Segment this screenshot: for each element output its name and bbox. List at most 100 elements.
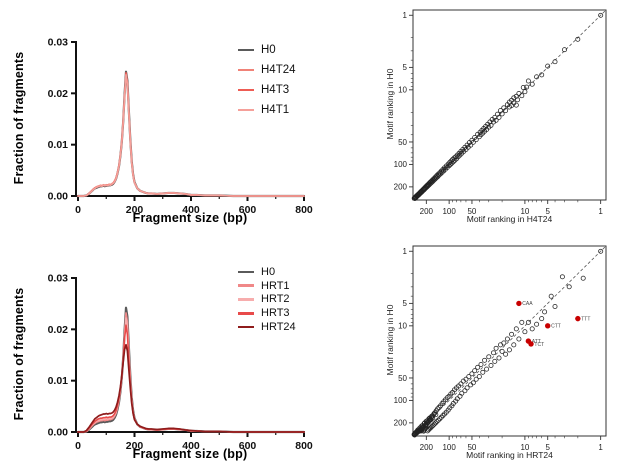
highlight-point-CAA [516,300,522,307]
legend-line-swatch [238,48,254,52]
legend-label: H4T3 [261,84,290,96]
legend-item-H4T1: H4T1 [238,100,296,120]
series-line-HRT24 [77,343,305,433]
axes: 1 1 5 5 10 10 50 50 100 100 200 200 [394,247,604,452]
tick-label: 200 [420,443,434,452]
tick-label: 200 [126,440,144,452]
highlight-label-TTT: TTT [581,316,590,322]
legend-item-H4T3: H4T3 [238,80,296,100]
fragment-size-chart-h4t: 0.00 0.01 0.02 0.03 0 200 400 600 800 [48,37,313,217]
tick-label: 0.02 [48,88,69,100]
tick-label: 800 [295,204,313,216]
legend-label: H4T1 [261,104,290,116]
tick-label: 10 [520,443,529,452]
tick-label: 0.01 [48,139,69,151]
tick-label: 200 [394,419,408,428]
highlight-point-TTT [575,315,581,322]
legend-line-swatch [238,284,254,287]
y-axis-label: Motif ranking in H0 [385,304,395,376]
tick-label: 50 [467,207,476,216]
tick-label: 0.02 [48,324,69,336]
y-axis-label: Fraction of fragments [12,51,26,185]
legend-item-HRT3: HRT3 [238,306,296,320]
tick-label: 50 [467,443,476,452]
legend-item-HRT1: HRT1 [238,279,296,293]
plot-frame [412,9,607,201]
scatter-points [411,12,604,201]
tick-label: 0 [75,204,81,216]
legend-label: HRT3 [261,307,290,320]
tick-label: 50 [398,138,407,147]
legend-line-swatch [238,325,254,329]
panel-motif-scatter-hrt24: 1 1 5 5 10 10 50 50 100 100 200 200 CAA TTT CTT ATT TCT … [340,236,624,472]
tick-label: 10 [398,322,407,331]
legend-line-swatch [238,88,254,92]
tick-label: 400 [182,440,200,452]
tick-label: 200 [394,183,408,192]
tick-label: 600 [239,440,257,452]
highlight-point-CTT [545,323,551,329]
legend-label: HRT2 [261,293,290,306]
tick-label: 100 [442,207,456,216]
legend-item-H0: H0 [238,265,296,279]
legend-item-H0: H0 [238,40,296,60]
legend-item-H4T24: H4T24 [238,60,296,80]
y-axis-label: Motif ranking in H0 [385,68,395,140]
tick-label: 1 [403,247,408,256]
tick-label: 10 [520,207,529,216]
tick-label: 5 [545,443,550,452]
plot-frame [412,245,607,437]
legend-label: H0 [261,44,276,56]
x-axis-label: Motif ranking in HRT24 [466,450,553,460]
legend-hrt: H0 HRT1 HRT2 HRT3 HRT24 [238,265,296,334]
highlight-label-CTT: CTT [551,324,561,330]
legend-h4t: H0 H4T24 H4T3 H4T1 [238,40,296,120]
scatter-points [411,248,604,438]
tick-label: 5 [545,207,550,216]
legend-line-swatch [238,108,254,112]
legend-line-swatch [238,270,254,274]
legend-item-HRT2: HRT2 [238,293,296,307]
tick-label: 1 [598,443,603,452]
legend-label: HRT1 [261,279,290,292]
panel-fragment-size-h4t: 0.00 0.01 0.02 0.03 0 200 400 600 800 Fraction o… [0,0,340,236]
tick-label: 100 [394,396,408,405]
panel-fragment-size-hrt: 0.00 0.01 0.02 0.03 0 200 400 600 800 Fraction o… [0,236,340,472]
series-line-HRT2 [77,317,305,433]
tick-label: 800 [295,440,313,452]
tick-label: 0.03 [48,37,69,49]
y-axis-label: Fraction of fragments [12,287,26,421]
legend-line-swatch [238,311,254,315]
tick-label: 0.01 [48,375,69,387]
tick-label: 100 [394,160,408,169]
tick-label: 1 [403,11,408,20]
panel-motif-scatter-h4t24: 1 1 5 5 10 10 50 50 100 100 200 200 Motif ranking i… [340,0,624,236]
legend-label: H4T24 [261,64,296,76]
series-line-HRT3 [77,324,305,433]
fragment-size-chart-hrt: 0.00 0.01 0.02 0.03 0 200 400 600 800 [48,273,313,453]
tick-label: 600 [239,204,257,216]
tick-label: 200 [126,204,144,216]
tick-label: 5 [403,63,408,72]
tick-label: 10 [398,86,407,95]
tick-label: 0.00 [48,427,69,439]
legend-item-HRT24: HRT24 [238,320,296,334]
tick-label: 0 [75,440,81,452]
legend-label: HRT24 [261,321,296,334]
tick-label: 100 [442,443,456,452]
highlight-point-TCT [528,341,534,347]
x-axis-label: Motif ranking in H4T24 [466,214,553,224]
x-axis-label: Fragment size (bp) [132,447,248,461]
highlight-label-TCT: TCT [534,342,544,348]
tick-label: 400 [182,204,200,216]
tick-label: 200 [420,207,434,216]
motif-ranking-scatter-h4t24: 1 1 5 5 10 10 50 50 100 100 200 200 [394,9,607,216]
series-line-H4T1 [77,74,305,197]
legend-line-swatch [238,68,254,72]
tick-label: 1 [598,207,603,216]
highlight-label-CAA: CAA [522,301,533,307]
tick-label: 50 [398,374,407,383]
tick-label: 0.03 [48,273,69,285]
tick-label: 0.00 [48,191,69,203]
